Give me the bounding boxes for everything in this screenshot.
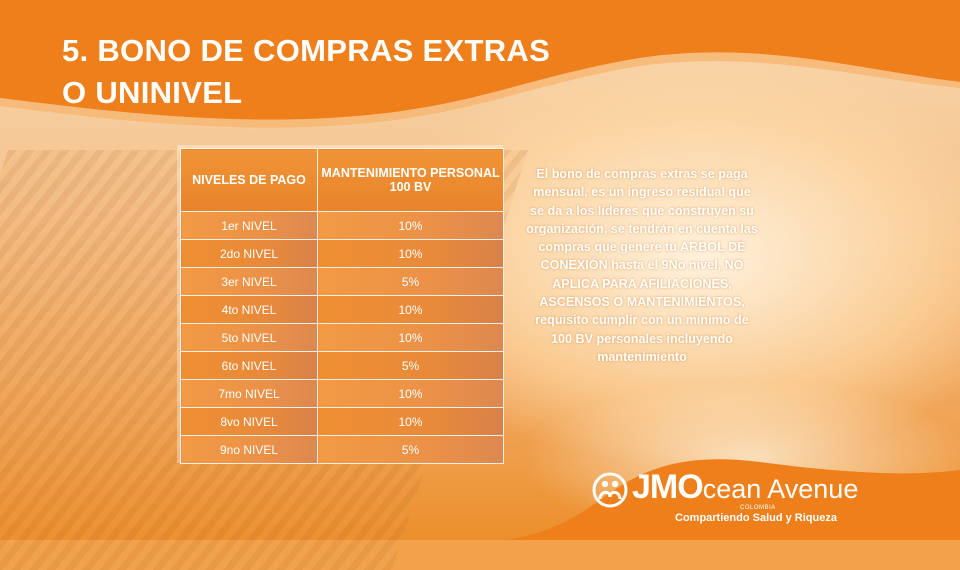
level-cell: 2do NIVEL	[180, 239, 318, 268]
level-cell: 1er NIVEL	[180, 211, 318, 240]
column-header-levels: NIVELES DE PAGO	[180, 148, 318, 212]
top-wave	[0, 0, 960, 120]
table-header-row: NIVELES DE PAGO MANTENIMIENTO PERSONAL 1…	[180, 148, 504, 212]
percent-cell: 5%	[317, 267, 504, 296]
levels-table-container: NIVELES DE PAGO MANTENIMIENTO PERSONAL 1…	[180, 148, 504, 464]
percent-cell: 5%	[317, 435, 504, 464]
bottom-wave	[0, 459, 960, 540]
percent-cell: 10%	[317, 407, 504, 436]
page-title: 5. BONO DE COMPRAS EXTRAS O UNINIVEL	[62, 30, 550, 114]
people-circle-icon	[592, 472, 628, 508]
orange-wave-shapes	[0, 0, 960, 540]
table-row: 5to NIVEL 10%	[180, 323, 504, 352]
table-row: 2do NIVEL 10%	[180, 239, 504, 268]
column-header-maintenance: MANTENIMIENTO PERSONAL 100 BV	[317, 148, 504, 212]
percent-cell: 10%	[317, 323, 504, 352]
table-row: 3er NIVEL 5%	[180, 267, 504, 296]
brand-country: COLOMBIA	[740, 505, 776, 511]
level-cell: 5to NIVEL	[180, 323, 318, 352]
level-cell: 3er NIVEL	[180, 267, 318, 296]
level-cell: 6to NIVEL	[180, 351, 318, 380]
percent-cell: 10%	[317, 211, 504, 240]
table-row: 6to NIVEL 5%	[180, 351, 504, 380]
company-logo: JMOcean Avenue COLOMBIA Compartiendo Sal…	[592, 468, 892, 530]
title-line-1: 5. BONO DE COMPRAS EXTRAS	[62, 33, 551, 68]
brand-name: JMOcean Avenue	[632, 468, 858, 507]
level-cell: 4to NIVEL	[180, 295, 318, 324]
table-row: 8vo NIVEL 10%	[180, 407, 504, 436]
levels-table: NIVELES DE PAGO MANTENIMIENTO PERSONAL 1…	[180, 148, 504, 464]
brand-ocean-avenue: cean Avenue	[702, 474, 859, 504]
level-cell: 7mo NIVEL	[180, 379, 318, 408]
title-line-2: O UNINIVEL	[62, 75, 243, 110]
level-cell: 9no NIVEL	[180, 435, 318, 464]
brand-jmo: JMO	[632, 468, 704, 506]
percent-cell: 10%	[317, 239, 504, 268]
level-cell: 8vo NIVEL	[180, 407, 318, 436]
table-row: 1er NIVEL 10%	[180, 211, 504, 240]
percent-cell: 10%	[317, 295, 504, 324]
percent-cell: 10%	[317, 379, 504, 408]
table-row: 7mo NIVEL 10%	[180, 379, 504, 408]
brand-slogan: Compartiendo Salud y Riqueza	[675, 512, 837, 524]
table-row: 4to NIVEL 10%	[180, 295, 504, 324]
table-row: 9no NIVEL 5%	[180, 435, 504, 464]
percent-cell: 5%	[317, 351, 504, 380]
bonus-description: El bono de compras extras se paga mensua…	[526, 167, 758, 364]
